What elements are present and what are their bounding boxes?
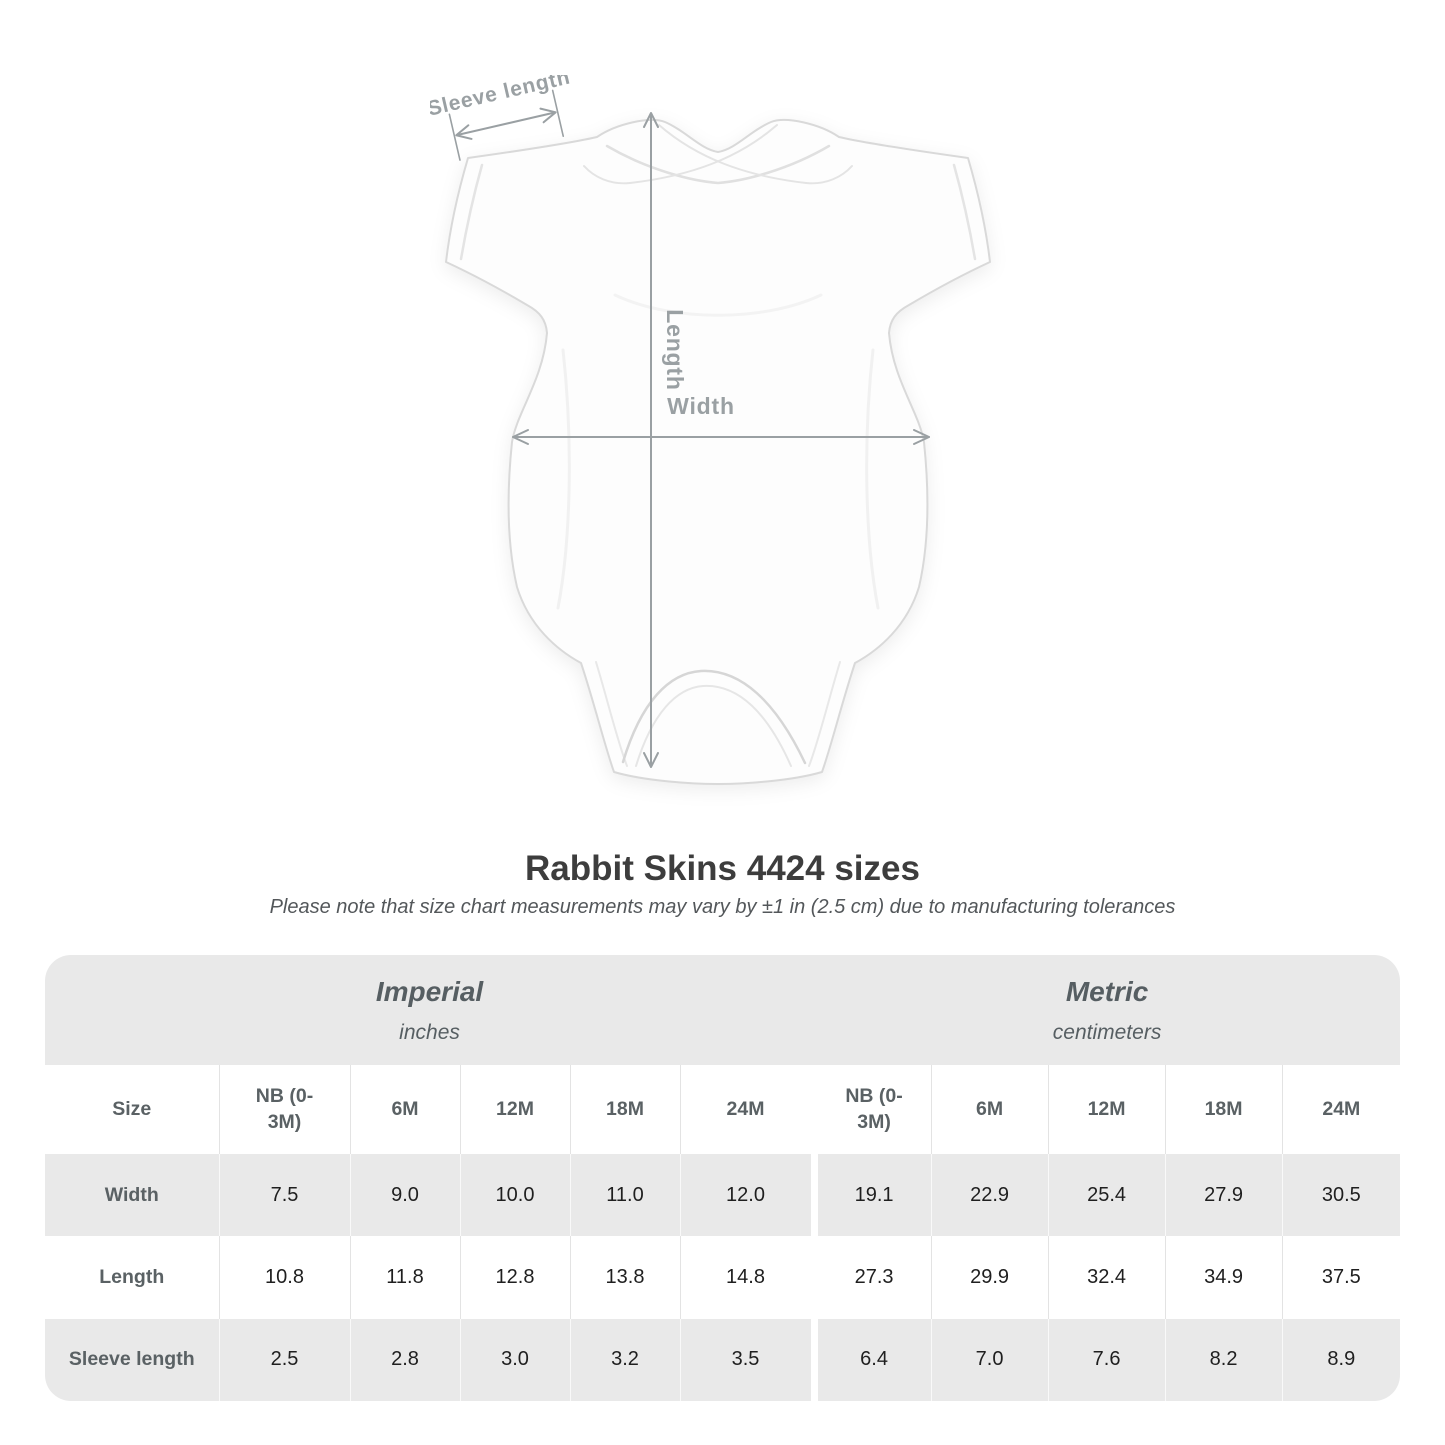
col-header-metric-6m: 6M xyxy=(930,1065,1049,1154)
col-header-label: 6M xyxy=(976,1098,1004,1120)
table-cell: 14.8 xyxy=(679,1236,815,1319)
bodysuit-measurement-diagram: Sleeve length Length Width xyxy=(430,75,1010,815)
table-cell: 9.0 xyxy=(349,1153,460,1237)
size-header-row: Size NB (0-3M) 6M 12M 18M 24M NB (0-3M) … xyxy=(45,1065,1400,1154)
table-cell: 11.0 xyxy=(569,1153,680,1237)
table-cell: 12.0 xyxy=(679,1153,815,1237)
col-header-label: NB (0-3M) xyxy=(255,1085,314,1133)
imperial-label: Imperial xyxy=(375,975,484,1007)
col-header-label: 24M xyxy=(1322,1098,1361,1120)
col-header-label: 6M xyxy=(391,1098,419,1120)
table-cell: 7.0 xyxy=(930,1318,1049,1401)
col-header-imperial-12m: 12M xyxy=(459,1065,570,1154)
table-cell: 27.3 xyxy=(810,1236,932,1319)
size-chart-table: Imperial inches Metric centimeters Size … xyxy=(45,955,1400,1401)
col-header-metric-nb: NB (0-3M) xyxy=(810,1065,932,1154)
table-cell: 2.5 xyxy=(218,1318,350,1401)
tolerance-note: Please note that size chart measurements… xyxy=(269,896,1176,918)
page-title: Rabbit Skins 4424 sizes xyxy=(525,849,920,888)
table-cell: 32.4 xyxy=(1047,1236,1166,1319)
col-header-metric-24m: 24M xyxy=(1281,1065,1400,1154)
col-header-label: 18M xyxy=(606,1098,644,1120)
col-header-metric-12m: 12M xyxy=(1047,1065,1166,1154)
col-header-imperial-24m: 24M xyxy=(679,1065,815,1154)
col-header-label: 12M xyxy=(1087,1098,1126,1120)
length-label: Length xyxy=(662,309,688,390)
size-corner-header: Size xyxy=(45,1065,219,1154)
row-label-length: Length xyxy=(45,1236,219,1319)
table-cell: 13.8 xyxy=(569,1236,680,1319)
table-cell: 3.5 xyxy=(679,1318,815,1401)
table-cell: 7.6 xyxy=(1047,1318,1166,1401)
table-cell: 12.8 xyxy=(459,1236,570,1319)
table-cell: 19.1 xyxy=(810,1153,932,1237)
table-cell: 25.4 xyxy=(1047,1153,1166,1237)
table-cell: 10.8 xyxy=(218,1236,350,1319)
metric-group-header: Metric centimeters xyxy=(814,955,1400,1066)
table-cell: 37.5 xyxy=(1281,1236,1400,1319)
imperial-group-header: Imperial inches xyxy=(45,955,815,1066)
unit-group-row: Imperial inches Metric centimeters xyxy=(45,955,1400,1066)
table-cell: 30.5 xyxy=(1281,1153,1400,1237)
table-cell: 8.9 xyxy=(1281,1318,1400,1401)
col-header-label: 18M xyxy=(1204,1098,1243,1120)
table-row-sleeve-length: Sleeve length 2.5 2.8 3.0 3.2 3.5 6.4 7.… xyxy=(45,1318,1400,1401)
imperial-unit-label: inches xyxy=(399,1020,460,1044)
table-cell: 34.9 xyxy=(1164,1236,1283,1319)
table-cell: 27.9 xyxy=(1164,1153,1283,1237)
table-cell: 2.8 xyxy=(349,1318,460,1401)
table-cell: 22.9 xyxy=(930,1153,1049,1237)
table-cell: 7.5 xyxy=(218,1153,350,1237)
row-label-width: Width xyxy=(45,1153,219,1237)
width-label: Width xyxy=(667,393,735,419)
table-cell: 10.0 xyxy=(459,1153,570,1237)
col-header-label: NB (0-3M) xyxy=(845,1085,903,1133)
col-header-imperial-6m: 6M xyxy=(349,1065,460,1154)
table-cell: 6.4 xyxy=(810,1318,932,1401)
bodysuit-illustration xyxy=(445,118,991,785)
size-chart: Imperial inches Metric centimeters Size … xyxy=(45,955,1400,1401)
table-row-length: Length 10.8 11.8 12.8 13.8 14.8 27.3 29.… xyxy=(45,1236,1400,1319)
table-cell: 3.2 xyxy=(569,1318,680,1401)
metric-unit-label: centimeters xyxy=(1052,1020,1162,1044)
width-measure-line xyxy=(512,429,930,445)
table-cell: 8.2 xyxy=(1164,1318,1283,1401)
table-cell: 29.9 xyxy=(930,1236,1049,1319)
col-header-imperial-nb: NB (0-3M) xyxy=(218,1065,350,1154)
metric-label: Metric xyxy=(1065,975,1149,1007)
col-header-metric-18m: 18M xyxy=(1164,1065,1283,1154)
col-header-label: 24M xyxy=(726,1098,765,1120)
table-row-width: Width 7.5 9.0 10.0 11.0 12.0 19.1 22.9 2… xyxy=(45,1153,1400,1237)
length-measure-line xyxy=(643,112,659,768)
col-header-imperial-18m: 18M xyxy=(569,1065,680,1154)
row-label-sleeve-length: Sleeve length xyxy=(45,1318,219,1401)
table-cell: 3.0 xyxy=(459,1318,570,1401)
table-cell: 11.8 xyxy=(349,1236,460,1319)
col-header-label: 12M xyxy=(496,1098,534,1120)
